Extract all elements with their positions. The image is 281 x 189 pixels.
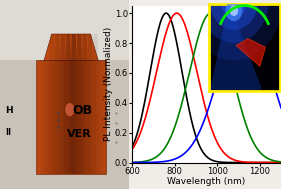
Polygon shape (60, 34, 66, 60)
Y-axis label: PL Intensity (Normalized): PL Intensity (Normalized) (104, 27, 113, 141)
Bar (64, 60, 68, 174)
Polygon shape (66, 34, 71, 60)
Bar (61, 60, 64, 174)
Bar (47, 60, 50, 174)
Circle shape (220, 0, 248, 17)
Bar (74, 60, 78, 174)
Bar (103, 60, 106, 174)
Polygon shape (93, 34, 98, 60)
Polygon shape (76, 34, 82, 60)
Bar (99, 60, 103, 174)
Circle shape (209, 0, 259, 30)
Bar (92, 60, 96, 174)
Bar (50, 60, 54, 174)
Text: H: H (5, 106, 13, 115)
Bar (71, 60, 74, 174)
Polygon shape (55, 34, 60, 60)
Bar (78, 60, 81, 174)
Bar (40, 60, 43, 174)
X-axis label: Wavelength (nm): Wavelength (nm) (167, 177, 246, 186)
Circle shape (199, 0, 269, 43)
Circle shape (230, 5, 238, 16)
Bar (36, 60, 40, 174)
Bar (81, 60, 85, 174)
Circle shape (65, 103, 74, 116)
Polygon shape (44, 34, 98, 60)
Polygon shape (87, 34, 93, 60)
Polygon shape (49, 34, 55, 60)
Text: II: II (5, 128, 11, 137)
Bar (89, 60, 92, 174)
Bar (85, 60, 89, 174)
Polygon shape (82, 34, 87, 60)
Bar (36, 60, 106, 174)
Bar (0, 174, 129, 189)
Bar (96, 60, 99, 174)
Polygon shape (236, 39, 266, 66)
Wedge shape (209, 2, 262, 98)
Text: OB: OB (72, 104, 92, 117)
Bar (0, 0, 129, 60)
Circle shape (225, 0, 242, 21)
Polygon shape (71, 34, 76, 60)
Bar (57, 60, 61, 174)
Bar (43, 60, 47, 174)
Text: VER: VER (67, 129, 92, 139)
Circle shape (185, 0, 281, 60)
Bar (54, 60, 57, 174)
Bar (68, 60, 71, 174)
